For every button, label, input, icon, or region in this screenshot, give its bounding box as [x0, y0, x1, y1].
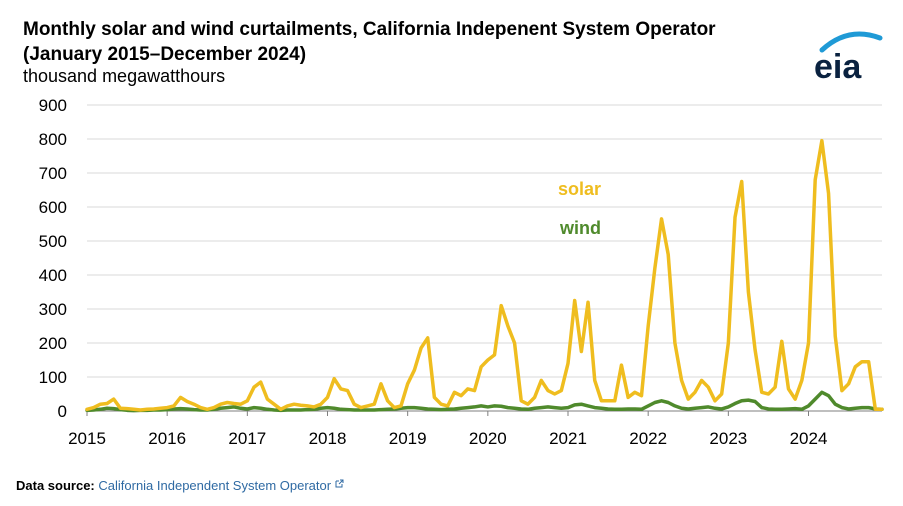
- y-tick-label-0: 0: [58, 402, 67, 421]
- series-line-wind: [85, 390, 884, 413]
- data-source-label: Data source:: [16, 478, 95, 493]
- data-source-link[interactable]: California Independent System Operator: [98, 478, 332, 493]
- x-tick-label-2024: 2024: [790, 429, 828, 448]
- title-line-2: (January 2015–December 2024): [23, 44, 307, 65]
- external-link-icon: [335, 479, 344, 488]
- x-tick-label-2020: 2020: [469, 429, 507, 448]
- y-tick-label-900: 900: [39, 96, 67, 115]
- series-label-solar: solar: [558, 179, 601, 199]
- line-chart: 0 100 200 300 400 500 600 700 800 900 2015 2016 2017…: [39, 96, 884, 448]
- eia-logo-arc: [819, 31, 883, 53]
- eia-logo-text: eia: [814, 48, 862, 82]
- y-tick-label-600: 600: [39, 198, 67, 217]
- data-source: Data source: California Independent Syst…: [16, 478, 344, 493]
- y-tick-label-700: 700: [39, 164, 67, 183]
- series-line-solar: [85, 138, 884, 412]
- x-tick-label-2021: 2021: [549, 429, 587, 448]
- series-label-wind: wind: [559, 218, 601, 238]
- chart-title: Monthly solar and wind curtailments, Cal…: [23, 17, 716, 67]
- x-tick-label-2017: 2017: [228, 429, 266, 448]
- x-tick-label-2019: 2019: [389, 429, 427, 448]
- eia-logo: eia: [814, 31, 883, 82]
- y-axis-units-label: thousand megawatthours: [23, 66, 226, 86]
- y-tick-label-400: 400: [39, 266, 67, 285]
- x-tick-label-2023: 2023: [709, 429, 747, 448]
- y-tick-label-200: 200: [39, 334, 67, 353]
- y-tick-label-800: 800: [39, 130, 67, 149]
- title-line-1: Monthly solar and wind curtailments, Cal…: [23, 19, 716, 40]
- y-tick-label-300: 300: [39, 300, 67, 319]
- x-tick-label-2022: 2022: [629, 429, 667, 448]
- y-tick-label-100: 100: [39, 368, 67, 387]
- x-tick-label-2016: 2016: [148, 429, 186, 448]
- y-tick-label-500: 500: [39, 232, 67, 251]
- x-tick-label-2018: 2018: [309, 429, 347, 448]
- x-tick-label-2015: 2015: [68, 429, 106, 448]
